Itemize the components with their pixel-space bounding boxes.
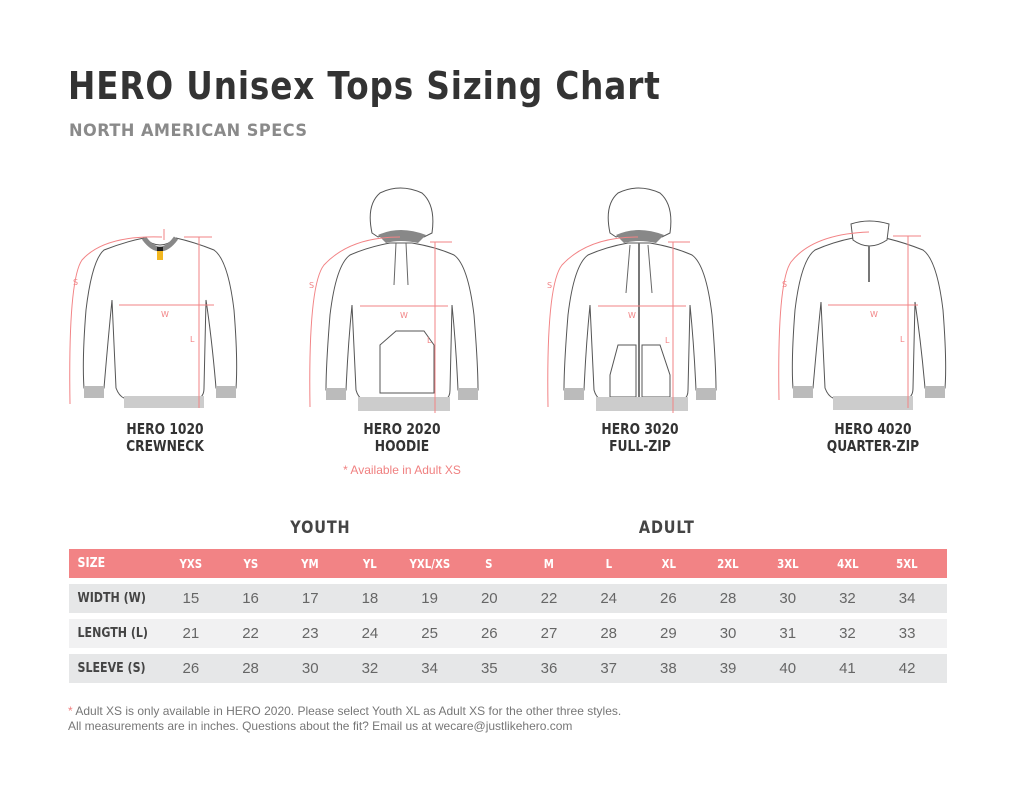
table-cell: 34 [421, 660, 438, 677]
row-label: WIDTH (W) [77, 591, 146, 606]
table-cell: 35 [480, 660, 498, 677]
table-cell: 38 [660, 660, 677, 677]
adult-group-label: ADULT [638, 518, 695, 538]
table-cell: 39 [719, 660, 737, 677]
table-cell: 28 [600, 625, 617, 642]
table-cell: 28 [242, 660, 259, 677]
hoodie-availability-note: * Available in Adult XS [343, 463, 461, 477]
size-header: 3XL [776, 556, 799, 571]
size-chart-table: SIZE YXS YS YM YL YXL/XS S M L XL 2XL 3X… [69, 549, 947, 689]
table-cell: 32 [839, 590, 856, 607]
full-zip-diagram: S W L [538, 185, 738, 415]
page-title: HERO Unisex Tops Sizing Chart [68, 64, 661, 108]
table-cell: 26 [660, 590, 677, 607]
garment-label-quarter-zip: HERO 4020 QUARTER-ZIP [826, 420, 920, 455]
size-header: YS [243, 556, 258, 571]
hoodie-diagram: S W L [300, 185, 500, 415]
garment-label-crewneck: HERO 1020 CREWNECK [126, 420, 204, 455]
table-cell: 16 [242, 590, 259, 607]
svg-text:S: S [547, 281, 552, 290]
sleeve-marker: S [73, 278, 78, 287]
table-cell: 28 [719, 590, 737, 607]
crewneck-diagram: S W L [64, 220, 254, 415]
table-cell: 33 [898, 625, 916, 642]
size-header: L [605, 556, 612, 571]
table-cell: 36 [540, 660, 558, 677]
full-zip-illustration-icon: S W L [547, 187, 717, 413]
table-cell: 22 [242, 625, 259, 642]
table-cell: 32 [839, 625, 856, 642]
footnotes: * Adult XS is only available in HERO 202… [68, 704, 621, 734]
table-cell: 31 [779, 625, 797, 642]
hoodie-illustration-icon: S W L [309, 187, 479, 413]
table-header-row: SIZE YXS YS YM YL YXL/XS S M L XL 2XL 3X… [69, 549, 947, 578]
svg-text:S: S [309, 281, 314, 290]
size-header: YM [301, 556, 319, 571]
youth-group-label: YOUTH [290, 518, 351, 538]
page-subtitle: NORTH AMERICAN SPECS [69, 121, 308, 141]
row-label: SLEEVE (S) [77, 661, 146, 676]
svg-text:L: L [190, 335, 195, 344]
svg-text:S: S [782, 280, 787, 289]
size-header: M [543, 556, 555, 571]
table-cell: 34 [898, 590, 916, 607]
svg-text:W: W [161, 310, 169, 319]
size-header: YXL/XS [409, 556, 450, 571]
table-cell: 19 [421, 590, 438, 607]
size-header: XL [661, 556, 676, 571]
svg-text:W: W [628, 311, 636, 320]
quarter-zip-illustration-icon: S W L [778, 220, 947, 410]
svg-text:L: L [427, 336, 432, 345]
svg-text:L: L [900, 335, 905, 344]
table-cell: 32 [361, 660, 379, 677]
table-cell: 26 [182, 660, 200, 677]
table-cell: 20 [480, 590, 498, 607]
table-cell: 30 [779, 590, 797, 607]
table-cell: 25 [421, 625, 438, 642]
table-cell: 23 [301, 625, 319, 642]
size-header: YXS [179, 556, 203, 571]
table-cell: 30 [301, 660, 319, 677]
footnote-line-1: * Adult XS is only available in HERO 202… [68, 704, 622, 718]
row-label: LENGTH (L) [77, 626, 148, 641]
table-cell: 42 [898, 660, 916, 677]
svg-text:W: W [400, 311, 408, 320]
table-cell: 17 [301, 590, 319, 607]
table-row-length: LENGTH (L) 21 22 23 24 25 26 27 28 29 30… [69, 619, 947, 648]
size-header: 5XL [896, 556, 918, 571]
size-header: 4XL [836, 556, 859, 571]
size-header: 2XL [717, 556, 739, 571]
table-cell: 15 [182, 590, 200, 607]
table-cell: 29 [660, 625, 677, 642]
footnote-line-2: All measurements are in inches. Question… [68, 719, 573, 733]
garment-label-full-zip: HERO 3020 FULL-ZIP [601, 420, 679, 455]
size-header: S [485, 556, 493, 571]
table-cell: 24 [600, 590, 617, 607]
garment-label-hoodie: HERO 2020 HOODIE [363, 420, 441, 455]
table-cell: 37 [600, 660, 617, 677]
table-cell: 26 [480, 625, 498, 642]
header-size-label: SIZE [77, 556, 106, 571]
table-cell: 21 [182, 625, 200, 642]
asterisk-marker: * [68, 704, 73, 718]
table-cell: 22 [540, 590, 558, 607]
quarter-zip-diagram: S W L [773, 212, 963, 412]
table-row-width: WIDTH (W) 15 16 17 18 19 20 22 24 26 28 … [69, 584, 947, 613]
svg-text:W: W [870, 310, 878, 319]
table-cell: 41 [839, 660, 856, 677]
table-row-sleeve: SLEEVE (S) 26 28 30 32 34 35 36 37 38 39… [69, 654, 947, 683]
table-cell: 18 [361, 590, 379, 607]
table-cell: 27 [540, 625, 558, 642]
table-cell: 24 [361, 625, 379, 642]
table-cell: 30 [719, 625, 737, 642]
crewneck-illustration-icon: S W L [69, 229, 238, 408]
size-header: YL [362, 556, 377, 571]
svg-text:L: L [665, 336, 670, 345]
table-cell: 40 [779, 660, 797, 677]
